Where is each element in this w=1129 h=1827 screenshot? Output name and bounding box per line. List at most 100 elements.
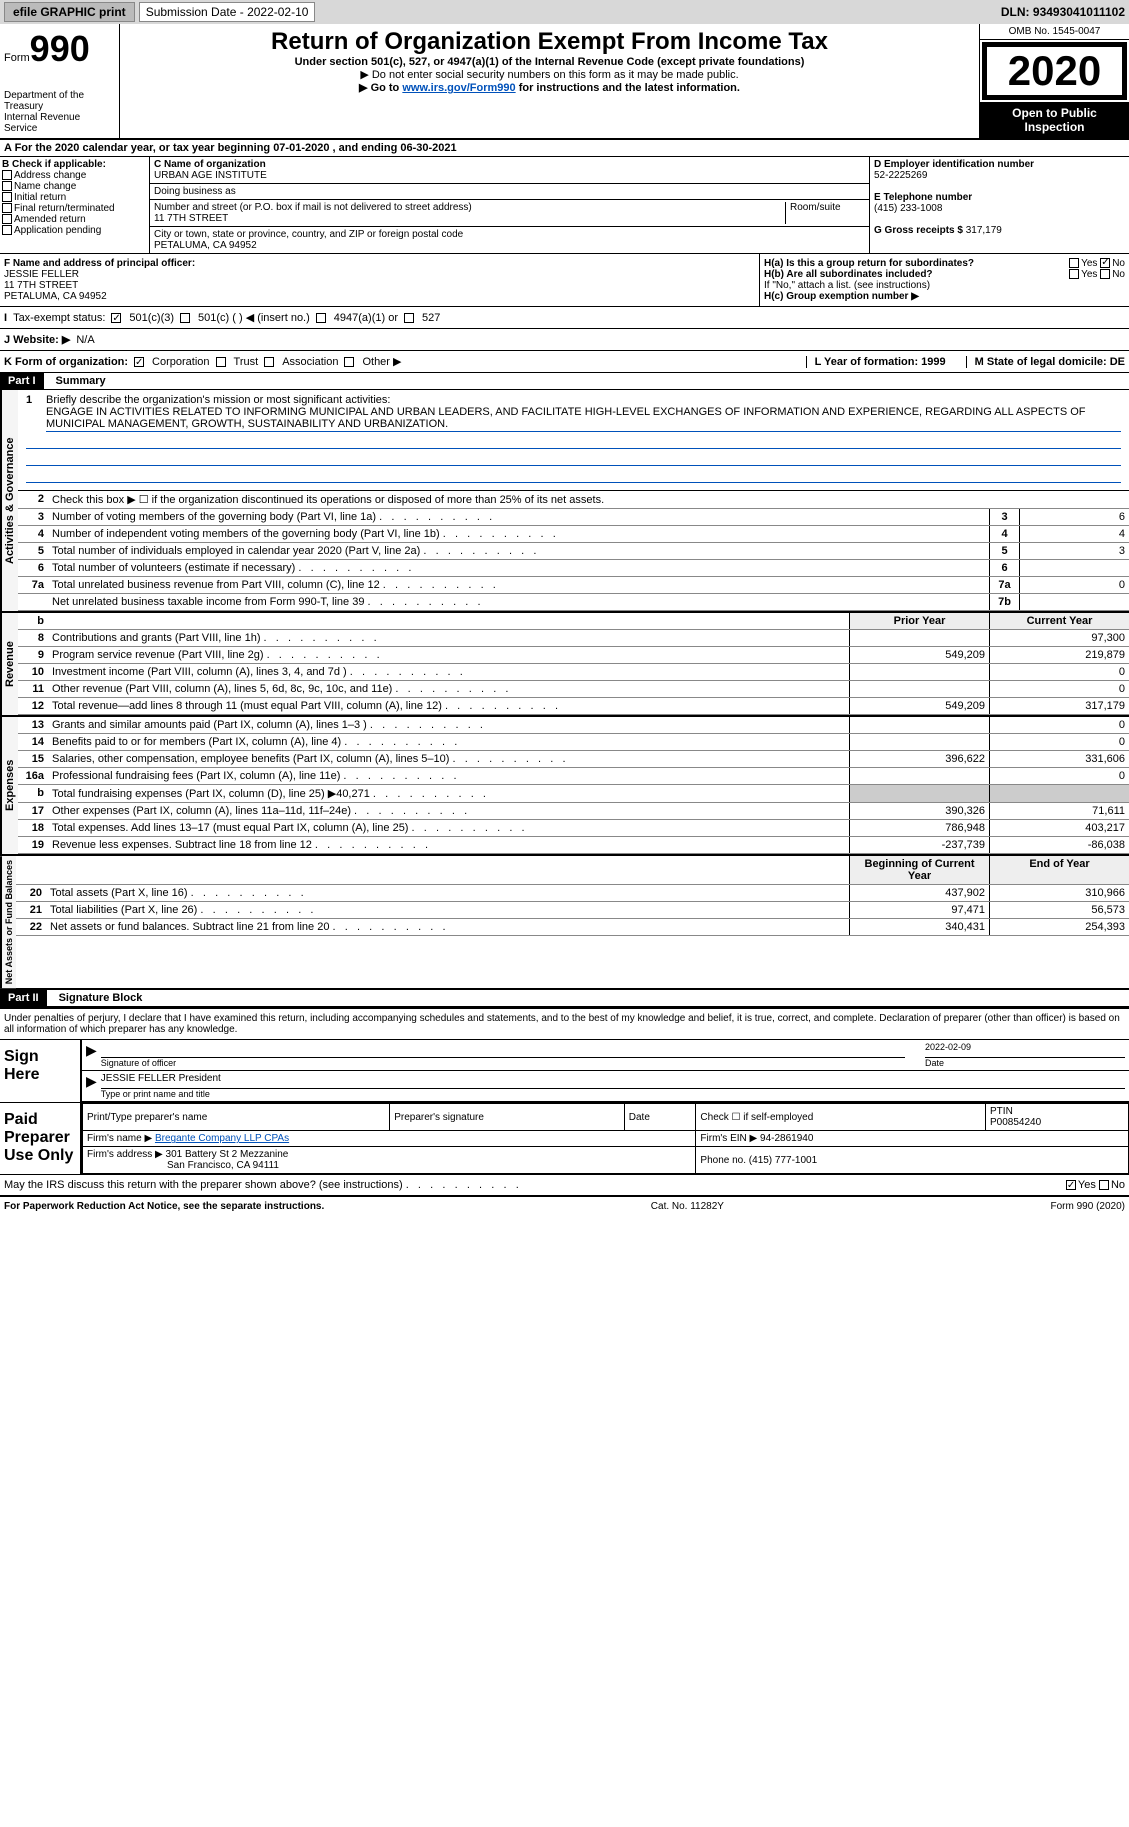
hb-no: No	[1112, 269, 1125, 280]
side-label-net: Net Assets or Fund Balances	[0, 856, 16, 988]
sig-date-value: 2022-02-09	[925, 1042, 1125, 1058]
cb-address-change[interactable]	[2, 170, 12, 180]
line-11: 11 Other revenue (Part VIII, column (A),…	[18, 681, 1129, 698]
dln: DLN: 93493041011102	[1001, 5, 1125, 19]
footer-right: Form 990 (2020)	[1051, 1201, 1125, 1212]
signature-section: Under penalties of perjury, I declare th…	[0, 1007, 1129, 1196]
submission-date: Submission Date - 2022-02-10	[139, 2, 316, 22]
room-label: Room/suite	[785, 202, 865, 224]
line-3: 3 Number of voting members of the govern…	[18, 509, 1129, 526]
discuss-no-cb[interactable]	[1099, 1180, 1109, 1190]
sig-type-label: Type or print name and title	[101, 1089, 210, 1099]
part2-header: Part II Signature Block	[0, 990, 1129, 1007]
cb-pending-label: Application pending	[14, 225, 101, 236]
page-footer: For Paperwork Reduction Act Notice, see …	[0, 1196, 1129, 1216]
k-label: K Form of organization:	[4, 356, 128, 368]
year-box: OMB No. 1545-0047 2020 Open to Public In…	[979, 24, 1129, 138]
addr-label: Number and street (or P.O. box if mail i…	[154, 202, 472, 213]
sign-here-grid: Sign Here Signature of officer 2022-02-0…	[0, 1039, 1129, 1102]
org-name: URBAN AGE INSTITUTE	[154, 170, 267, 181]
dba-label: Doing business as	[154, 186, 236, 197]
ha-no-cb[interactable]	[1100, 258, 1110, 268]
discuss-row: May the IRS discuss this return with the…	[0, 1174, 1129, 1196]
prep-check: Check ☐ if self-employed	[696, 1104, 986, 1131]
dln-value: 93493041011102	[1033, 5, 1125, 19]
col-b-checkboxes: B Check if applicable: Address change Na…	[0, 157, 150, 253]
form-subtitle: Under section 501(c), 527, or 4947(a)(1)…	[124, 56, 975, 68]
line-15: 15 Salaries, other compensation, employe…	[18, 751, 1129, 768]
cb-pending[interactable]	[2, 225, 12, 235]
discuss-label: May the IRS discuss this return with the…	[4, 1179, 519, 1191]
submission-date-value: 2022-02-10	[247, 5, 308, 19]
dln-label: DLN:	[1001, 5, 1033, 19]
part2-badge: Part II	[0, 990, 47, 1006]
opt-other: Other ▶	[362, 355, 401, 368]
line-7b: Net unrelated business taxable income fr…	[18, 594, 1129, 611]
ptin-value: P00854240	[990, 1117, 1041, 1128]
cb-final-return[interactable]	[2, 203, 12, 213]
cb-final-return-label: Final return/terminated	[14, 203, 115, 214]
firm-addr-label: Firm's address ▶	[87, 1149, 163, 1160]
col-c-org: C Name of organizationURBAN AGE INSTITUT…	[150, 157, 869, 253]
firm-ein: 94-2861940	[760, 1133, 813, 1144]
opt-assoc: Association	[282, 356, 338, 368]
period-line: A For the 2020 calendar year, or tax yea…	[0, 140, 1129, 157]
firm-phone-label: Phone no.	[700, 1155, 746, 1166]
line-6: 6 Total number of volunteers (estimate i…	[18, 560, 1129, 577]
mission-block: 1Briefly describe the organization's mis…	[18, 390, 1129, 491]
line-10: 10 Investment income (Part VIII, column …	[18, 664, 1129, 681]
line-18: 18 Total expenses. Add lines 13–17 (must…	[18, 820, 1129, 837]
cb-name-change[interactable]	[2, 181, 12, 191]
line-5: 5 Total number of individuals employed i…	[18, 543, 1129, 560]
cb-corp[interactable]	[134, 357, 144, 367]
prep-name-label: Print/Type preparer's name	[83, 1104, 390, 1131]
part2-title: Signature Block	[51, 990, 151, 1006]
firm-phone: (415) 777-1001	[749, 1155, 817, 1166]
cb-initial-return[interactable]	[2, 192, 12, 202]
sig-name-value: JESSIE FELLER President	[101, 1073, 1125, 1089]
irs-link[interactable]: www.irs.gov/Form990	[402, 82, 515, 94]
cb-trust[interactable]	[216, 357, 226, 367]
cb-501c3[interactable]	[111, 313, 121, 323]
officer-addr1: 11 7TH STREET	[4, 280, 78, 291]
footer-mid: Cat. No. 11282Y	[651, 1201, 724, 1212]
line-22: 22 Net assets or fund balances. Subtract…	[16, 919, 1129, 936]
hb-no-cb[interactable]	[1100, 269, 1110, 279]
firm-name[interactable]: Bregante Company LLP CPAs	[155, 1133, 289, 1144]
form-title: Return of Organization Exempt From Incom…	[124, 28, 975, 56]
line-16a: 16a Professional fundraising fees (Part …	[18, 768, 1129, 785]
opt-527: 527	[422, 312, 440, 324]
officer-group-section: F Name and address of principal officer:…	[0, 254, 1129, 307]
hb-note: If "No," attach a list. (see instruction…	[764, 280, 1125, 291]
cb-other[interactable]	[344, 357, 354, 367]
cb-name-change-label: Name change	[14, 181, 76, 192]
line-20: 20 Total assets (Part X, line 16) 437,90…	[16, 885, 1129, 902]
officer-name: JESSIE FELLER	[4, 269, 79, 280]
side-label-gov: Activities & Governance	[0, 390, 18, 611]
line-8: 8 Contributions and grants (Part VIII, l…	[18, 630, 1129, 647]
title-box: Return of Organization Exempt From Incom…	[120, 24, 979, 138]
cb-527[interactable]	[404, 313, 414, 323]
discuss-yes-cb[interactable]	[1066, 1180, 1076, 1190]
gross-receipts: 317,179	[966, 225, 1002, 236]
efile-print-button[interactable]: efile GRAPHIC print	[4, 2, 135, 22]
h-group: H(a) Is this a group return for subordin…	[759, 254, 1129, 306]
col-current: Current Year	[989, 613, 1129, 629]
paid-preparer-label: Paid Preparer Use Only	[0, 1103, 80, 1174]
b-label: B Check if applicable:	[2, 159, 147, 170]
cb-assoc[interactable]	[264, 357, 274, 367]
goto-suffix: for instructions and the latest informat…	[516, 82, 740, 94]
side-label-rev: Revenue	[0, 613, 18, 715]
line-9: 9 Program service revenue (Part VIII, li…	[18, 647, 1129, 664]
tax-year: 2020	[984, 44, 1125, 98]
cb-initial-return-label: Initial return	[14, 192, 66, 203]
hb-yes-cb[interactable]	[1069, 269, 1079, 279]
cb-501c[interactable]	[180, 313, 190, 323]
hb-label: H(b) Are all subordinates included?	[764, 269, 933, 280]
sig-declaration: Under penalties of perjury, I declare th…	[0, 1009, 1129, 1039]
cb-4947[interactable]	[316, 313, 326, 323]
opt-4947: 4947(a)(1) or	[334, 312, 398, 324]
cb-amended[interactable]	[2, 214, 12, 224]
ha-yes-cb[interactable]	[1069, 258, 1079, 268]
q1-label: Briefly describe the organization's miss…	[46, 394, 390, 406]
